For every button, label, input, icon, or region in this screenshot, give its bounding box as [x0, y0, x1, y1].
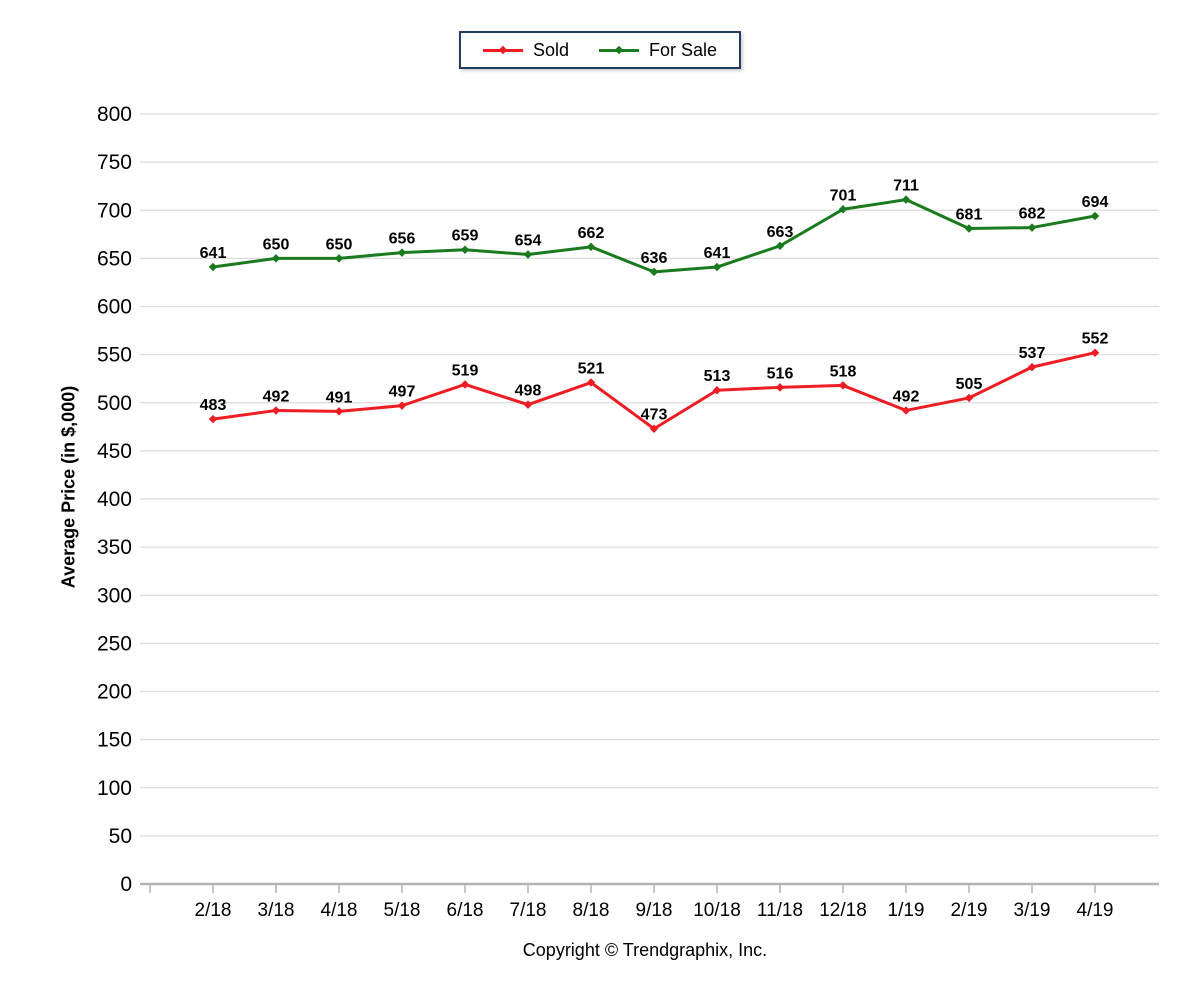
- x-tick-label: 8/18: [573, 900, 610, 921]
- data-point-for-sale: [1090, 211, 1100, 221]
- data-point-label-sold: 521: [578, 361, 605, 378]
- data-point-for-sale: [523, 250, 533, 259]
- data-point-for-sale: [208, 262, 218, 272]
- data-point-label-sold: 518: [830, 363, 857, 380]
- y-tick-label: 800: [97, 103, 132, 126]
- y-tick-label: 700: [97, 199, 132, 222]
- data-point-label-sold: 492: [893, 388, 920, 405]
- data-point-for-sale: [649, 267, 659, 277]
- data-point-for-sale: [271, 254, 281, 263]
- y-tick-label: 150: [97, 729, 132, 752]
- data-point-sold: [1090, 348, 1100, 357]
- data-point-sold: [586, 378, 596, 387]
- data-point-label-sold: 473: [641, 407, 668, 424]
- y-tick-label: 600: [97, 296, 132, 319]
- sold-line-swatch-icon: [482, 45, 523, 55]
- data-point-for-sale: [1027, 223, 1037, 232]
- legend-label-for-sale: For Sale: [649, 40, 718, 60]
- x-tick-label: 1/19: [888, 900, 925, 921]
- data-point-label-sold: 505: [956, 376, 983, 393]
- y-axis-title: Average Price (in $,000): [58, 385, 79, 589]
- x-tick-label: 12/18: [819, 900, 867, 921]
- data-point-for-sale: [460, 245, 470, 254]
- data-point-label-sold: 519: [452, 362, 479, 379]
- data-point-label-for-sale: 654: [515, 233, 542, 250]
- data-point-label-for-sale: 682: [1019, 206, 1046, 223]
- x-tick-label: 9/18: [636, 900, 673, 921]
- data-point-label-for-sale: 650: [326, 236, 353, 253]
- data-point-sold: [397, 401, 407, 410]
- data-point-label-for-sale: 641: [704, 245, 731, 262]
- y-tick-label: 550: [97, 344, 132, 367]
- x-tick-label: 7/18: [510, 900, 547, 921]
- data-point-sold: [712, 385, 722, 395]
- legend-item-for-sale: For Sale: [599, 40, 717, 60]
- data-point-label-for-sale: 636: [641, 250, 668, 267]
- data-point-for-sale: [397, 248, 407, 257]
- x-tick-label: 6/18: [447, 900, 484, 921]
- data-point-label-for-sale: 656: [389, 231, 416, 248]
- y-tick-label: 400: [97, 488, 132, 511]
- y-tick-label: 450: [97, 440, 132, 463]
- data-point-label-sold: 483: [200, 397, 227, 414]
- data-point-label-for-sale: 663: [767, 224, 794, 241]
- data-point-sold: [775, 383, 785, 392]
- x-tick-label: 11/18: [757, 900, 803, 921]
- y-tick-label: 650: [97, 247, 132, 270]
- y-tick-label: 0: [120, 873, 132, 896]
- data-point-label-sold: 552: [1082, 331, 1109, 348]
- data-point-sold: [838, 381, 848, 390]
- y-tick-label: 500: [97, 392, 132, 415]
- data-point-for-sale: [334, 254, 344, 263]
- data-point-label-for-sale: 659: [452, 228, 479, 245]
- data-point-label-sold: 491: [326, 389, 353, 406]
- data-point-sold: [208, 414, 218, 424]
- x-tick-label: 10/18: [693, 900, 741, 921]
- y-tick-label: 100: [97, 777, 132, 800]
- x-tick-label: 3/18: [258, 900, 295, 921]
- data-point-sold: [334, 407, 344, 416]
- data-point-label-sold: 516: [767, 365, 794, 382]
- data-point-label-for-sale: 694: [1082, 194, 1109, 211]
- data-point-label-for-sale: 701: [830, 187, 857, 204]
- data-point-sold: [901, 406, 911, 415]
- data-point-label-for-sale: 711: [893, 178, 919, 195]
- data-point-sold: [649, 424, 659, 433]
- legend-item-sold: Sold: [482, 40, 569, 60]
- y-tick-label: 50: [109, 825, 132, 848]
- data-point-sold: [271, 406, 281, 415]
- legend-label-sold: Sold: [532, 40, 569, 60]
- y-tick-label: 300: [97, 584, 132, 607]
- data-point-label-sold: 537: [1019, 345, 1046, 362]
- y-tick-label: 250: [97, 632, 132, 655]
- y-tick-label: 350: [97, 536, 132, 559]
- for-sale-line-swatch-icon: [599, 45, 639, 55]
- data-point-label-for-sale: 662: [578, 225, 605, 242]
- x-tick-label: 2/18: [195, 900, 232, 921]
- x-tick-label: 2/19: [951, 900, 988, 921]
- data-point-label-for-sale: 641: [200, 245, 227, 262]
- data-point-sold: [460, 380, 470, 389]
- data-point-for-sale: [586, 242, 596, 252]
- data-point-label-sold: 498: [515, 383, 542, 400]
- data-point-for-sale: [712, 262, 722, 272]
- data-point-label-sold: 497: [389, 384, 416, 401]
- x-tick-label: 3/19: [1014, 900, 1051, 921]
- data-point-sold: [964, 393, 974, 403]
- x-tick-label: 5/18: [384, 900, 421, 921]
- data-point-label-sold: 513: [704, 368, 731, 385]
- x-tick-label: 4/19: [1077, 900, 1114, 921]
- data-point-sold: [523, 400, 533, 409]
- data-point-label-for-sale: 681: [956, 207, 983, 224]
- y-tick-label: 200: [97, 681, 132, 704]
- data-point-label-sold: 492: [263, 388, 290, 405]
- y-tick-label: 750: [97, 151, 132, 174]
- copyright-text: Copyright © Trendgraphix, Inc.: [522, 940, 768, 960]
- data-point-label-for-sale: 650: [263, 236, 290, 253]
- legend: Sold For Sale: [458, 31, 742, 69]
- x-tick-label: 4/18: [321, 900, 358, 921]
- data-point-sold: [1027, 362, 1037, 372]
